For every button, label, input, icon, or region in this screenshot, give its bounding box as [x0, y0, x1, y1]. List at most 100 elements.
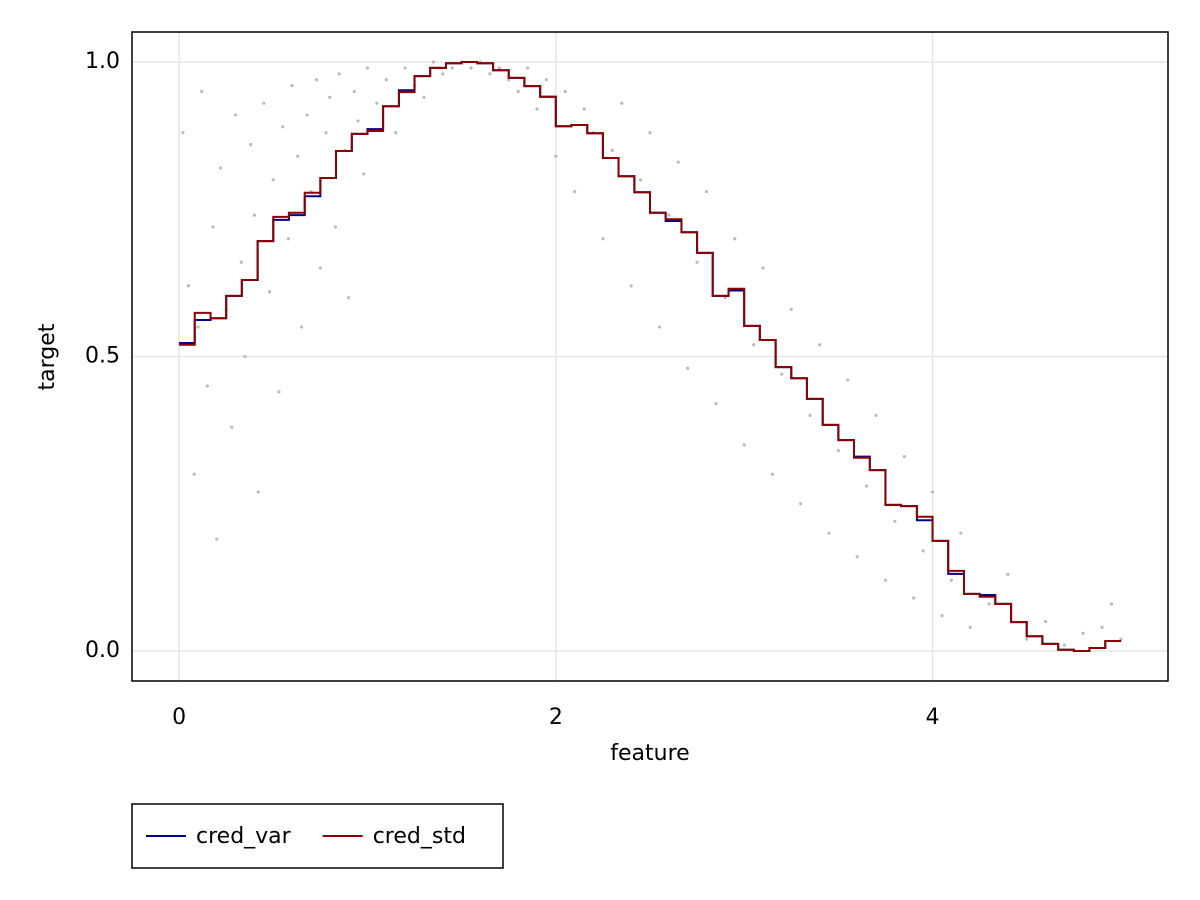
point	[704, 189, 709, 194]
point	[648, 131, 652, 135]
point	[714, 402, 718, 406]
point	[554, 154, 558, 158]
point	[959, 531, 963, 535]
point	[610, 148, 614, 152]
point	[808, 413, 812, 417]
point	[799, 502, 803, 506]
point	[314, 78, 319, 82]
point	[921, 549, 925, 553]
y-tick-label: 0.5	[85, 344, 120, 369]
point	[846, 378, 850, 382]
point	[299, 325, 304, 329]
point	[196, 325, 200, 329]
point	[601, 237, 605, 241]
point	[544, 78, 549, 82]
point	[200, 89, 204, 94]
point	[211, 225, 215, 229]
point	[686, 366, 690, 370]
point	[1006, 572, 1010, 577]
point	[267, 290, 272, 294]
point	[249, 142, 253, 147]
point	[290, 83, 294, 88]
legend-label: cred_var	[196, 824, 292, 849]
point	[1062, 643, 1066, 647]
point	[215, 537, 219, 541]
y-axis-label: target	[35, 323, 60, 390]
point	[563, 89, 567, 94]
x-axis-label: feature	[610, 741, 689, 766]
point	[450, 66, 454, 70]
point	[1025, 637, 1029, 641]
x-tick-label: 2	[549, 705, 563, 730]
point	[318, 266, 322, 270]
point	[384, 78, 388, 82]
point	[676, 160, 680, 164]
point	[893, 519, 897, 524]
point	[305, 113, 309, 117]
point	[205, 384, 209, 388]
point	[277, 390, 281, 394]
point	[469, 66, 473, 70]
point	[780, 372, 784, 376]
legend-box	[131, 803, 504, 869]
step-line	[179, 61, 1122, 652]
point	[281, 125, 285, 129]
point	[347, 296, 351, 300]
point	[817, 343, 822, 347]
point	[362, 172, 366, 176]
point	[181, 131, 185, 135]
point	[827, 531, 831, 535]
plot-frame	[131, 31, 1169, 682]
point	[770, 472, 775, 476]
point	[356, 119, 360, 123]
point	[573, 189, 577, 194]
point	[865, 484, 869, 488]
point	[252, 213, 257, 217]
point	[752, 343, 756, 347]
point	[256, 490, 260, 494]
point	[186, 284, 191, 288]
point	[239, 260, 243, 264]
point	[1081, 631, 1085, 635]
point	[902, 455, 906, 459]
point	[488, 72, 492, 76]
point	[836, 449, 840, 453]
point	[940, 614, 944, 618]
point	[912, 596, 916, 600]
point	[525, 66, 530, 70]
point	[733, 237, 737, 241]
point	[874, 413, 878, 417]
point	[422, 95, 426, 99]
point	[930, 490, 935, 494]
point	[855, 555, 859, 559]
point	[638, 178, 643, 182]
point	[394, 131, 398, 135]
point	[695, 260, 699, 264]
point	[620, 101, 624, 105]
point	[516, 89, 520, 94]
point	[949, 578, 953, 582]
x-tick-label: 0	[172, 705, 186, 730]
point	[403, 66, 407, 70]
point	[262, 101, 266, 105]
point	[234, 113, 238, 117]
point	[328, 95, 332, 99]
point	[431, 60, 435, 64]
point	[535, 107, 539, 111]
point	[352, 89, 356, 94]
y-tick-label: 0.0	[85, 638, 120, 663]
point	[375, 101, 379, 105]
point	[1100, 625, 1104, 630]
point	[218, 166, 223, 170]
point	[968, 625, 972, 630]
point	[192, 472, 196, 476]
point	[582, 107, 586, 111]
point	[629, 284, 633, 288]
point	[243, 354, 247, 359]
point	[337, 72, 341, 76]
point	[324, 131, 328, 135]
point	[286, 237, 290, 241]
point	[441, 72, 445, 76]
point	[1109, 602, 1114, 606]
